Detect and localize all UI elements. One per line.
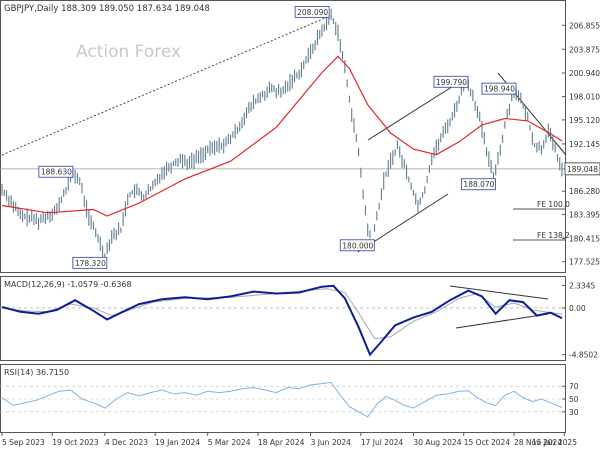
price-y-tick-label: 206.855 bbox=[569, 21, 600, 30]
rsi-panel-frame bbox=[0, 364, 566, 433]
last-price-label: 189.048 bbox=[567, 165, 598, 174]
swing-label-box bbox=[433, 75, 469, 88]
x-tick-label: 5 Sep 2023 bbox=[2, 438, 45, 447]
swing-label: 199.790 bbox=[436, 78, 467, 87]
macd-y-tick-label: 0.00 bbox=[569, 304, 586, 313]
rsi-label: RSI(14) 36.7150 bbox=[4, 368, 69, 377]
macd-signal-line bbox=[1, 288, 563, 340]
swing-label: 198.940 bbox=[484, 85, 515, 94]
x-tick-label: 3 Jun 2024 bbox=[311, 438, 352, 447]
swing-label: 180.000 bbox=[342, 241, 373, 250]
macd-y-tick-label: 2.3345 bbox=[569, 281, 595, 290]
price-y-tick-label: 183.395 bbox=[569, 210, 600, 219]
x-tick-label: 15 Jan 2025 bbox=[532, 438, 577, 447]
price-y-tick-label: 200.940 bbox=[569, 69, 600, 78]
swing-label-box bbox=[481, 82, 517, 95]
x-tick-label: 15 Oct 2024 bbox=[464, 438, 511, 447]
x-tick-label: 19 Jan 2024 bbox=[155, 438, 200, 447]
rsi-y-tick-label: 70 bbox=[569, 382, 579, 391]
fe100-label: FE 100.0 bbox=[537, 200, 570, 209]
swing-label-box bbox=[294, 5, 330, 18]
symbol-header: GBPJPY,Daily 188.309 189.050 187.634 189… bbox=[4, 4, 210, 14]
x-tick-label: 19 Oct 2023 bbox=[52, 438, 99, 447]
x-tick-label: 28 Nov 2024 bbox=[514, 438, 562, 447]
rsi-y-tick-label: 50 bbox=[569, 395, 579, 404]
x-tick-label: 18 Apr 2024 bbox=[258, 438, 305, 447]
macd-triangle-lower bbox=[455, 313, 549, 329]
x-tick-label: 5 Mar 2024 bbox=[208, 438, 251, 447]
long-dotted-trendline bbox=[1, 15, 331, 156]
x-tick-label: 4 Dec 2023 bbox=[105, 438, 148, 447]
price-y-tick-label: 192.145 bbox=[569, 140, 600, 149]
swing-label: 178.320 bbox=[75, 259, 106, 268]
swing-label-box bbox=[339, 239, 375, 252]
swing-label: 188.070 bbox=[463, 180, 494, 189]
x-tick-label: 30 Aug 2024 bbox=[413, 438, 461, 447]
ema-line bbox=[1, 55, 563, 217]
label-layer: 206.855 203.875 200.940 198.010 195.120 192.1… bbox=[2, 5, 600, 447]
macd-triangle-upper bbox=[449, 285, 549, 300]
price-y-tick-label: 180.415 bbox=[569, 234, 600, 243]
series-layer bbox=[1, 8, 563, 418]
price-y-tick-label: 203.875 bbox=[569, 45, 600, 54]
price-panel-frame bbox=[0, 0, 566, 273]
watermark: Action Forex bbox=[76, 42, 181, 62]
macd-y-tick-label: -4.8502 bbox=[569, 351, 598, 360]
last-price-box bbox=[564, 162, 600, 176]
swing-label: 188.630 bbox=[41, 168, 72, 177]
macd-line bbox=[1, 284, 563, 357]
grid-layer bbox=[0, 24, 566, 436]
swing-label-box bbox=[38, 165, 74, 178]
x-tick-label: 17 Jul 2024 bbox=[361, 438, 404, 447]
swing-label: 208.090 bbox=[297, 8, 328, 17]
macd-panel-frame bbox=[0, 276, 566, 361]
channel-upper-line bbox=[367, 82, 459, 141]
rsi-line bbox=[1, 381, 563, 418]
swing-label-box bbox=[461, 178, 496, 191]
price-y-tick-label: 177.525 bbox=[569, 258, 600, 267]
fe138-label: FE 138.2 bbox=[537, 231, 570, 240]
price-y-tick-label: 195.120 bbox=[569, 116, 600, 125]
price-y-tick-label: 186.280 bbox=[569, 187, 600, 196]
macd-label: MACD(12,26,9) -1.0579 -0.6368 bbox=[4, 280, 132, 289]
swing-label-box bbox=[72, 256, 108, 269]
price-y-tick-label: 198.010 bbox=[569, 93, 600, 102]
rsi-y-tick-label: 30 bbox=[569, 408, 579, 417]
